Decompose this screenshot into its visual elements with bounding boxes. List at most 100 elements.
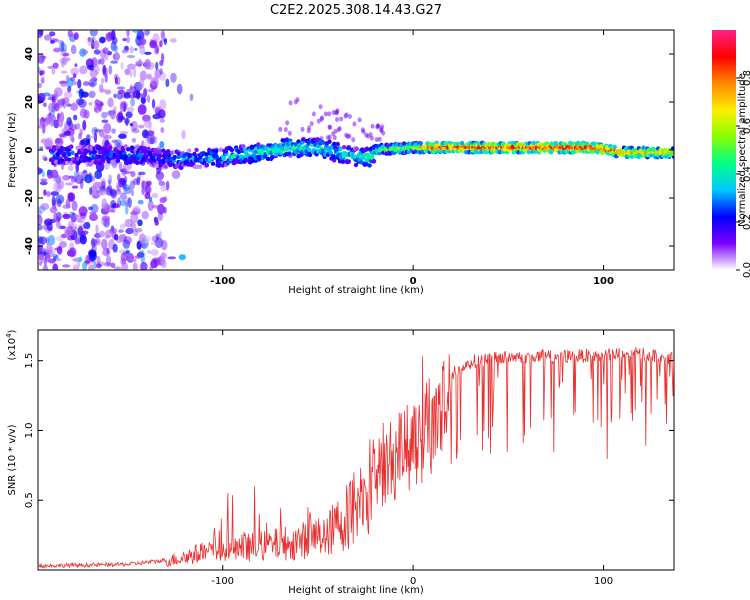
spectrogram-cell (125, 228, 134, 235)
spectrogram-cell (38, 124, 46, 129)
spectrogram-cell (595, 150, 600, 155)
spectrogram-cell (262, 154, 268, 159)
spectrogram-cell (56, 198, 62, 208)
spectrogram-cell (186, 148, 192, 153)
spectrogram-cell (374, 137, 379, 143)
spectrogram-cell (283, 127, 288, 133)
spectrogram-cell (218, 147, 224, 152)
spectrogram-cell (129, 180, 135, 190)
spectrogram-cell (82, 120, 87, 131)
spectrogram-cell (73, 214, 80, 218)
spectrogram-cell (159, 118, 165, 123)
spectrogram-cell (63, 91, 73, 99)
spectrogram-cell (159, 40, 163, 48)
spectrogram-cell (118, 161, 123, 170)
spectrogram-cell (48, 246, 56, 257)
spectrogram-cell (125, 111, 133, 119)
spectrogram-cell (137, 152, 143, 158)
spectrogram-cell (40, 202, 50, 211)
snr-frame (37, 329, 675, 571)
spectrogram-cell (129, 123, 134, 127)
spectrogram-cell (41, 154, 47, 160)
spectrogram-cell (92, 181, 102, 189)
spectrogram-cell (119, 101, 125, 112)
spectrogram-cell (72, 72, 77, 79)
spectrogram-cell (149, 137, 156, 145)
spectrogram-cell (335, 116, 340, 122)
spectrogram-cell (309, 121, 314, 127)
spectrogram-cell (123, 45, 129, 51)
spectrogram-cell (57, 179, 65, 190)
spectrogram-cell (82, 81, 90, 87)
spectrogram-cell (99, 185, 106, 191)
spectrogram-cell (53, 47, 61, 53)
spectrogram-cell (130, 97, 136, 107)
spectrogram-cell (132, 258, 137, 263)
spectrogram-cell (159, 141, 165, 149)
spectrogram-cell (130, 189, 135, 197)
spectrogram-cell (113, 93, 117, 99)
spectrogram-cell (347, 133, 352, 139)
spectrogram-cell (135, 60, 144, 65)
spectrogram-cell (172, 154, 177, 160)
spectrogram-cell (92, 244, 97, 253)
spectrogram-cell (113, 105, 117, 115)
colorbar-tick-label: 0.4 (742, 166, 750, 182)
spectrogram-cell (52, 199, 57, 210)
spectrogram-cell (139, 38, 147, 46)
spectrogram-cell (101, 204, 108, 208)
spectrogram-cell (90, 36, 96, 41)
spectrogram-cell (134, 227, 143, 233)
spectrogram-cell (157, 153, 163, 159)
spectrogram-cell (74, 152, 79, 158)
spectrogram-cell (120, 147, 126, 153)
spectrogram-cell (102, 47, 109, 55)
spectrogram-y-axis-label: Frequency (Hz) (7, 112, 18, 188)
spectrogram-cell (58, 117, 64, 128)
spectrogram-cell (155, 44, 160, 54)
spectrogram-cell (41, 171, 46, 178)
spectrogram-cell (153, 46, 159, 55)
spectrogram-cell (62, 174, 71, 181)
spectrogram-cell (548, 150, 554, 155)
spectrogram-cell (62, 264, 71, 268)
colorbar-tick-label: 0.2 (742, 214, 750, 230)
spectrogram-cell (102, 248, 111, 257)
spectrogram-cell (40, 178, 48, 182)
spectrogram-y-tick-label: 0 (24, 146, 35, 153)
spectrogram-cell (94, 238, 101, 243)
spectrogram-cell (360, 127, 365, 133)
spectrogram-y-tick-label: 20 (24, 95, 35, 109)
spectrogram-cell (117, 89, 125, 95)
spectrogram-cell (38, 56, 44, 64)
spectrogram-cell (109, 227, 118, 234)
spectrogram-chart: -100 0 100 -40 -20 0 20 40 Height of straight … (7, 29, 675, 296)
spectrogram-cell (459, 140, 465, 146)
spectrogram-cell (77, 99, 87, 108)
snr-x-tick-label: 100 (594, 576, 613, 587)
spectrogram-cell (41, 75, 45, 85)
spectrogram-cell (160, 185, 168, 192)
spectrogram-cell (76, 150, 82, 155)
spectrogram-cell (533, 149, 538, 154)
spectrogram-cell (323, 111, 328, 117)
colorbar-tick-label: 0.6 (742, 118, 750, 134)
snr-y-tick-label: 1.0 (24, 423, 35, 439)
spectrogram-cell (131, 137, 136, 143)
spectrogram-cell (141, 180, 145, 190)
snr-x-tick-label: 0 (410, 576, 416, 587)
spectrogram-cell (40, 77, 45, 84)
spectrogram-cell (43, 218, 53, 225)
spectrogram-cell (42, 102, 47, 108)
spectrogram-cell (51, 195, 56, 207)
spectrogram-cell (307, 147, 312, 153)
spectrogram-x-tick-label: 0 (410, 276, 417, 287)
spectrogram-cell (159, 99, 167, 110)
spectrogram-cell (108, 65, 113, 75)
spectrogram-cell (59, 80, 68, 85)
spectrogram-cell (146, 134, 156, 145)
spectrogram-cell (110, 60, 118, 64)
spectrogram-cell (113, 266, 122, 270)
spectrogram-cell (110, 262, 116, 269)
spectrogram-cell (88, 206, 94, 211)
